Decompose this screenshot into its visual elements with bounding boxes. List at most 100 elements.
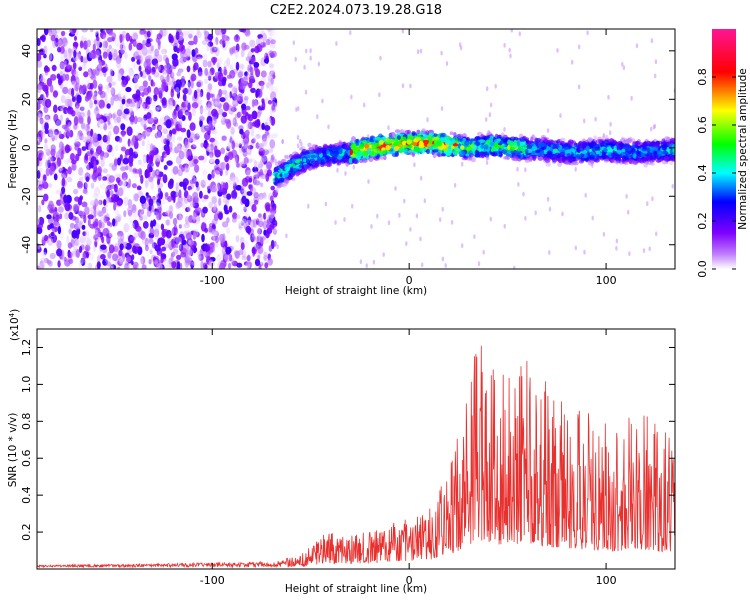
spectrogram-noise-cell xyxy=(204,245,211,252)
spectrogram-noise-cell xyxy=(58,167,63,174)
spectrogram-noise-cell xyxy=(303,64,306,70)
spectrogram-noise-cell xyxy=(266,223,270,229)
spectrogram-noise-cell xyxy=(168,257,172,265)
spectrogram-noise-cell xyxy=(122,224,127,234)
spectrogram-noise-cell xyxy=(250,48,255,53)
spectrogram-noise-cell xyxy=(224,254,231,263)
spectrogram-noise-cell xyxy=(149,227,155,236)
spectrogram-noise-cell xyxy=(111,113,116,119)
spectrogram-noise-cell xyxy=(285,233,288,239)
spectrogram-noise-cell xyxy=(212,57,216,66)
spectrogram-noise-cell xyxy=(40,94,44,99)
spectrogram-noise-cell xyxy=(171,148,176,154)
spectrogram-noise-cell xyxy=(459,42,462,48)
spectrogram-noise-cell xyxy=(160,256,164,264)
spectrogram-noise-cell xyxy=(88,195,93,201)
spectrogram-noise-cell xyxy=(187,249,194,256)
spectrogram-noise-cell xyxy=(131,183,137,189)
spectrogram-noise-cell xyxy=(86,79,91,89)
spectrogram-noise-cell xyxy=(171,77,175,83)
spectrogram-noise-cell xyxy=(102,152,110,158)
spectrogram-noise-cell xyxy=(145,244,149,252)
spectrogram-noise-cell xyxy=(63,194,68,204)
spectrogram-noise-cell xyxy=(108,244,115,254)
spectrogram-noise-cell xyxy=(196,29,200,36)
spectrogram-noise-cell xyxy=(106,29,114,35)
spectrogram-noise-cell xyxy=(163,259,170,268)
spectrogram-noise-cell xyxy=(365,263,368,269)
spectrogram-noise-cell xyxy=(108,82,112,89)
spectrogram-noise-cell xyxy=(72,242,77,251)
spectrogram-noise-cell xyxy=(161,246,167,252)
spectrogram-noise-cell xyxy=(117,72,122,80)
spectrogram-noise-cell xyxy=(195,181,199,188)
spectrogram-noise-cell xyxy=(87,109,91,119)
spectrogram-noise-cell xyxy=(188,138,194,143)
spectrogram-noise-cell xyxy=(65,219,70,226)
spectrogram-noise-cell xyxy=(86,39,92,48)
spectrogram-noise-cell xyxy=(37,223,44,229)
spectrogram-noise-cell xyxy=(185,232,192,241)
spectrogram-noise-cell xyxy=(92,43,96,52)
spectrogram-noise-cell xyxy=(398,212,401,218)
spectrogram-noise-cell xyxy=(43,29,49,36)
spectrogram-noise-cell xyxy=(243,205,250,214)
spectrogram-noise-cell xyxy=(363,102,366,108)
spectrogram-noise-cell xyxy=(236,262,243,268)
spectrogram-noise-cell xyxy=(207,60,212,68)
spectrogram-noise-cell xyxy=(147,237,154,244)
spectrogram-noise-cell xyxy=(90,200,96,207)
spectrogram-noise-cell xyxy=(41,199,45,206)
spectrogram-noise-cell xyxy=(94,229,98,235)
spectrogram-noise-cell xyxy=(503,126,506,132)
spectrogram-noise-cell xyxy=(240,220,245,226)
spectrogram-noise-cell xyxy=(101,265,108,269)
spectrogram-noise-cell xyxy=(146,38,151,44)
spectrogram-noise-cell xyxy=(267,258,273,266)
spectrogram-noise-cell xyxy=(244,143,251,152)
spectrogram-noise-cell xyxy=(230,61,237,68)
spectrogram-noise-cell xyxy=(267,118,272,126)
spectrogram-noise-cell xyxy=(45,148,51,156)
spectrogram-noise-cell xyxy=(204,126,210,131)
spectrogram-noise-cell xyxy=(266,227,273,234)
spectrogram-noise-cell xyxy=(99,76,105,83)
spectrogram-noise-cell xyxy=(157,41,161,50)
spectrogram-noise-cell xyxy=(123,210,127,218)
spectrogram-noise-cell xyxy=(648,246,651,252)
spectrogram-noise-cell xyxy=(334,220,337,225)
spectrogram-noise-cell xyxy=(101,187,108,193)
spectrogram-noise-cell xyxy=(37,53,42,62)
spectrogram-noise-cell xyxy=(103,199,107,206)
spectrogram-noise-cell xyxy=(238,249,244,256)
spectrogram-noise-cell xyxy=(136,74,142,80)
spectrogram-noise-cell xyxy=(141,140,145,147)
spectrogram-noise-cell xyxy=(139,30,145,36)
spectrogram-noise-cell xyxy=(129,98,136,104)
spectrogram-noise-cell xyxy=(171,242,176,249)
figure-title: C2E2.2024.073.19.28.G18 xyxy=(270,3,442,18)
spectrogram-noise-cell xyxy=(184,111,189,118)
spectrogram-noise-cell xyxy=(98,119,105,128)
spectrogram-noise-cell xyxy=(63,80,71,86)
spectrogram-noise-cell xyxy=(271,133,278,139)
spectrogram-noise-cell xyxy=(415,213,419,219)
spectrogram-noise-cell xyxy=(233,34,240,43)
spectrogram-noise-cell xyxy=(196,31,202,39)
spectrogram-noise-cell xyxy=(489,102,493,108)
spectrogram-noise-cell xyxy=(513,265,516,269)
spectrogram-noise-cell xyxy=(548,250,551,255)
spectrogram-noise-cell xyxy=(114,243,119,249)
spectrogram-noise-cell xyxy=(89,167,94,176)
spectrogram-noise-cell xyxy=(133,62,138,71)
spectrogram-noise-cell xyxy=(132,32,139,41)
spectrogram-noise-cell xyxy=(269,70,276,77)
spectrogram-noise-cell xyxy=(129,102,136,108)
spectrogram-noise-cell xyxy=(441,206,444,212)
spectrogram-noise-cell xyxy=(184,109,189,116)
spectrogram-noise-cell xyxy=(248,177,253,183)
spectrogram-noise-cell xyxy=(143,71,147,77)
spectrogram-noise-cell xyxy=(39,260,45,269)
spectrogram-noise-cell xyxy=(175,201,181,210)
spectrogram-noise-cell xyxy=(254,243,259,250)
